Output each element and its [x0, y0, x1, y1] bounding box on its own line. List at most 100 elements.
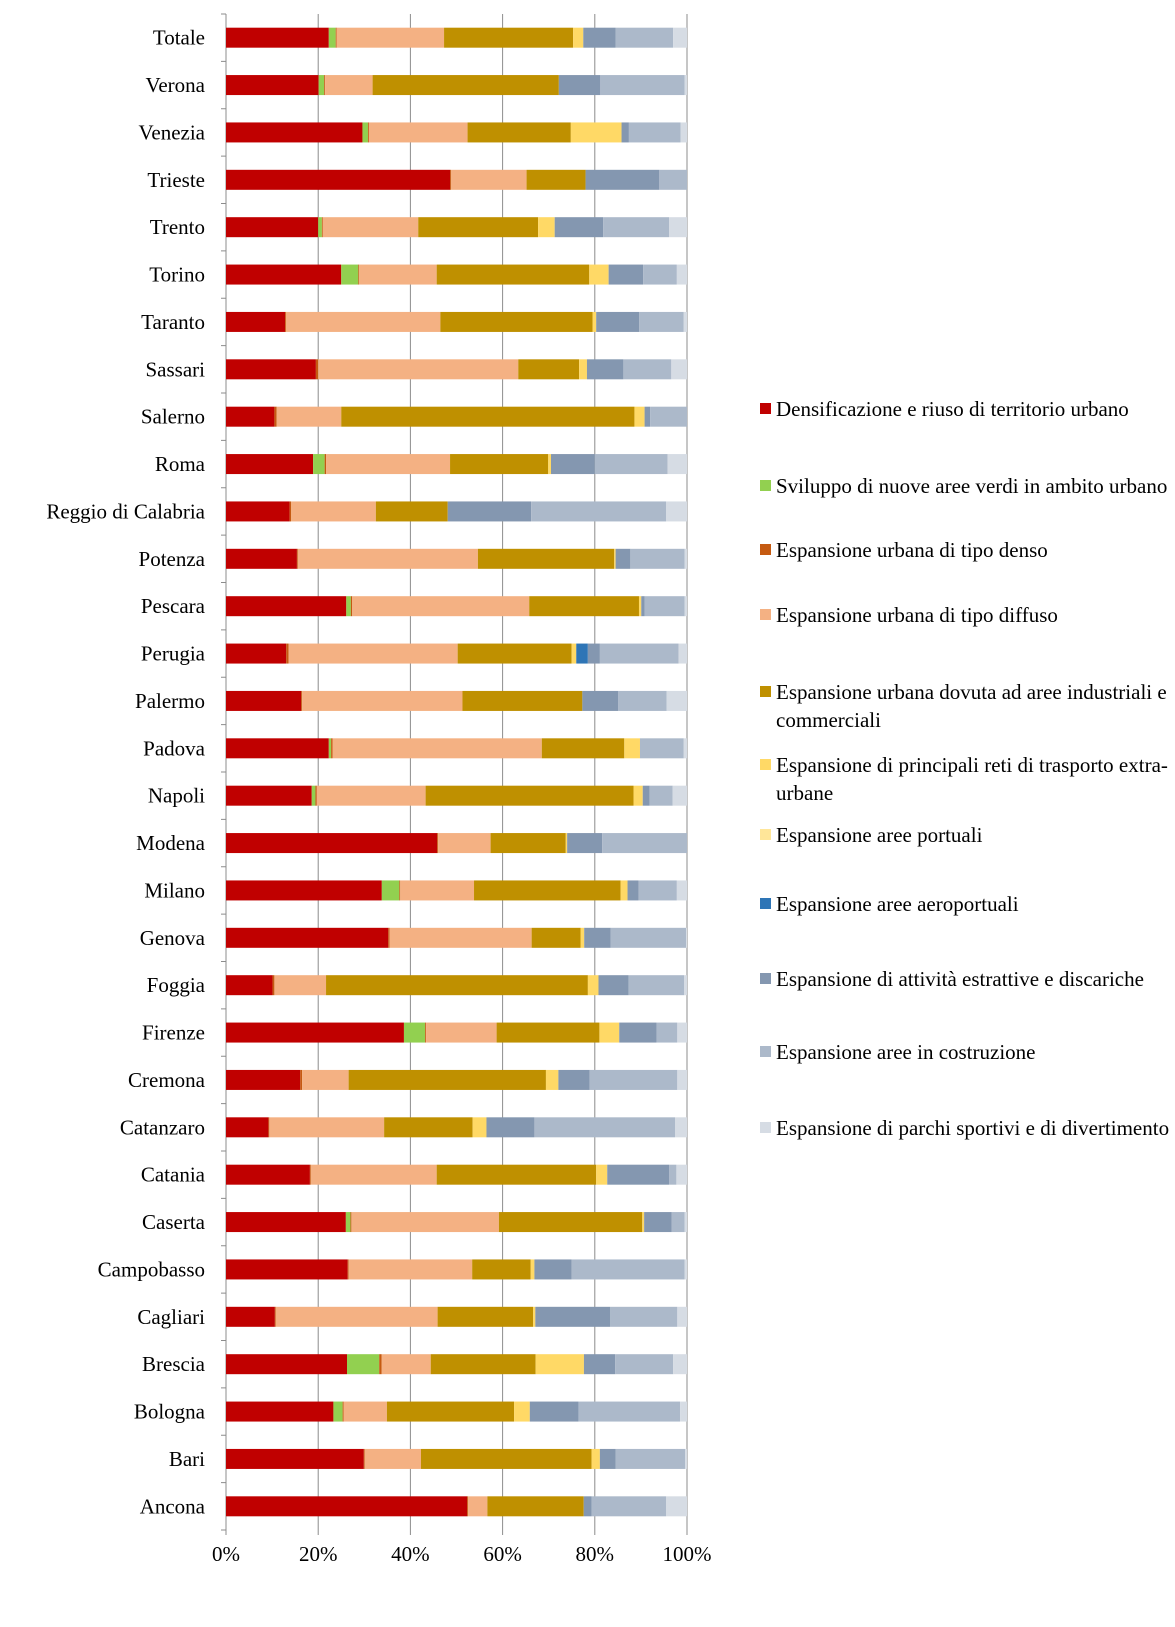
- bar-segment: [649, 785, 673, 806]
- bar-segment: [359, 264, 437, 285]
- bar-segment: [302, 690, 463, 711]
- y-tick-label: Genova: [140, 926, 206, 950]
- bar-segment: [226, 264, 342, 285]
- bar-segment: [326, 975, 588, 996]
- bar-segment: [596, 1164, 608, 1185]
- bar-segment: [226, 880, 382, 901]
- bar-segment: [558, 1069, 590, 1090]
- bar-segment: [599, 1448, 616, 1469]
- bar-segment: [671, 1212, 685, 1233]
- bar-segment: [603, 217, 670, 238]
- bar-segment: [226, 596, 347, 617]
- bar-segment: [437, 833, 439, 854]
- bar-segment: [226, 454, 314, 475]
- bar-segment: [400, 880, 475, 901]
- bar-segment: [644, 1212, 672, 1233]
- y-tick-label: Cremona: [128, 1068, 206, 1092]
- bar-segment: [608, 264, 644, 285]
- bar-segment: [331, 738, 333, 759]
- bar-segment: [533, 1306, 536, 1327]
- bar-segment: [226, 1448, 364, 1469]
- bar-segment: [450, 454, 549, 475]
- bar-segment: [676, 264, 687, 285]
- y-tick-label: Venezia: [139, 120, 206, 144]
- y-tick-label: Padova: [143, 736, 206, 760]
- y-tick-label: Foggia: [147, 973, 206, 997]
- bar-segment: [426, 1022, 497, 1043]
- bar-segment: [615, 27, 674, 48]
- bar-segment: [226, 1212, 346, 1233]
- bar-segment: [686, 927, 687, 948]
- bar-segment: [345, 1212, 351, 1233]
- bar-segment: [347, 1354, 380, 1375]
- bar-segment: [226, 690, 302, 711]
- bar-segment: [346, 596, 351, 617]
- bar-segment: [318, 217, 322, 238]
- bar-segment: [685, 1448, 687, 1469]
- bar-segment: [554, 217, 604, 238]
- legend-label: Espansione di attività estrattive e disc…: [776, 967, 1144, 991]
- y-tick-label: Potenza: [139, 547, 206, 571]
- bar-segment: [666, 690, 687, 711]
- bar-segment: [684, 75, 687, 96]
- y-tick-label: Brescia: [142, 1352, 206, 1376]
- bar-segment: [592, 311, 597, 332]
- legend-item: Espansione urbana di tipo denso: [760, 536, 1175, 564]
- bar-segment: [226, 217, 319, 238]
- bar-segment: [586, 359, 624, 380]
- y-tick-label: Catania: [141, 1163, 206, 1187]
- bar-segment: [639, 311, 684, 332]
- bar-segment: [274, 1306, 276, 1327]
- bar-segment: [531, 501, 667, 522]
- bar-segment: [226, 1117, 269, 1138]
- bar-segment: [342, 1401, 344, 1422]
- bar-segment: [666, 501, 687, 522]
- bar-segment: [436, 264, 590, 285]
- legend-label: Espansione aree in costruzione: [776, 1040, 1036, 1064]
- bar-segment: [571, 643, 577, 664]
- bar-segment: [226, 359, 316, 380]
- bar-segment: [226, 169, 451, 190]
- bar-segment: [472, 1259, 531, 1280]
- bar-segment: [313, 454, 325, 475]
- bar-segment: [389, 927, 532, 948]
- bar-segment: [288, 643, 458, 664]
- bar-segment: [619, 1022, 657, 1043]
- y-tick-label: Bari: [169, 1447, 205, 1471]
- bar-segment: [618, 690, 667, 711]
- y-tick-label: Verona: [146, 73, 206, 97]
- legend-label: Espansione urbana di tipo denso: [776, 538, 1048, 562]
- y-tick-label: Torino: [149, 263, 205, 287]
- bar-segment: [444, 27, 574, 48]
- bar-segment: [438, 833, 491, 854]
- bar-segment: [591, 1448, 600, 1469]
- bar-segment: [570, 122, 622, 143]
- bar-segment: [656, 1022, 678, 1043]
- bar-segment: [350, 1212, 352, 1233]
- bar-segment: [300, 1069, 303, 1090]
- bar-segment: [472, 1117, 487, 1138]
- bar-segment: [535, 1306, 611, 1327]
- bar-segment: [318, 75, 325, 96]
- bar-segment: [363, 1448, 365, 1469]
- legend-label: Espansione urbana dovuta ad aree industr…: [776, 680, 1167, 732]
- y-tick-label: Salerno: [141, 405, 205, 429]
- bar-segment: [226, 548, 297, 569]
- bar-segment: [620, 880, 628, 901]
- bar-segment: [325, 75, 373, 96]
- bar-segment: [467, 1496, 469, 1517]
- bar-segment: [474, 880, 621, 901]
- x-tick-label: 20%: [299, 1542, 338, 1566]
- bar-segment: [565, 833, 568, 854]
- bar-segment: [526, 169, 586, 190]
- bar-segment: [297, 548, 478, 569]
- bar-segment: [638, 880, 677, 901]
- bar-segment: [624, 738, 640, 759]
- legend-label: Densificazione e riuso di territorio urb…: [776, 397, 1129, 421]
- y-tick-label: Campobasso: [98, 1257, 205, 1281]
- y-tick-label: Taranto: [141, 310, 205, 334]
- bar-segment: [630, 548, 685, 569]
- bar-segment: [628, 122, 681, 143]
- bar-segment: [226, 501, 290, 522]
- bar-segment: [589, 264, 609, 285]
